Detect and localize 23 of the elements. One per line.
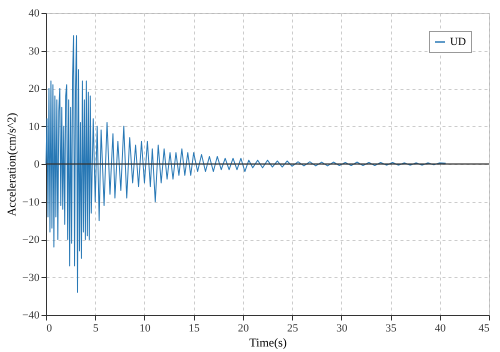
line-series	[46, 35, 446, 293]
x-tick-label: 25	[287, 322, 299, 334]
x-tick-label: 0	[46, 322, 52, 334]
y-tick-label: 0	[34, 158, 40, 170]
y-tick-label: −40	[22, 310, 40, 322]
x-tick-label: 40	[434, 322, 446, 334]
x-tick-label: 35	[386, 322, 398, 334]
y-tick-label: 30	[28, 45, 40, 58]
y-tick-label: −10	[22, 196, 40, 208]
y-tick-label: 20	[28, 83, 40, 95]
x-tick-label: 10	[139, 322, 151, 334]
x-tick-label: 45	[478, 322, 490, 334]
y-tick-label: 40	[28, 8, 40, 20]
legend-label: UD	[450, 36, 466, 48]
y-tick-label: −20	[22, 234, 40, 246]
x-tick-label: 20	[238, 322, 250, 334]
y-axis-title: Acceleration(cm/s^2)	[4, 112, 18, 216]
x-axis-title: Time(s)	[249, 336, 287, 350]
x-tick-label: 5	[92, 322, 99, 334]
y-tick-label: 10	[28, 120, 40, 133]
y-tick-label: −30	[22, 272, 40, 284]
x-tick-label: 30	[336, 322, 348, 334]
x-tick-label: 15	[188, 322, 200, 334]
